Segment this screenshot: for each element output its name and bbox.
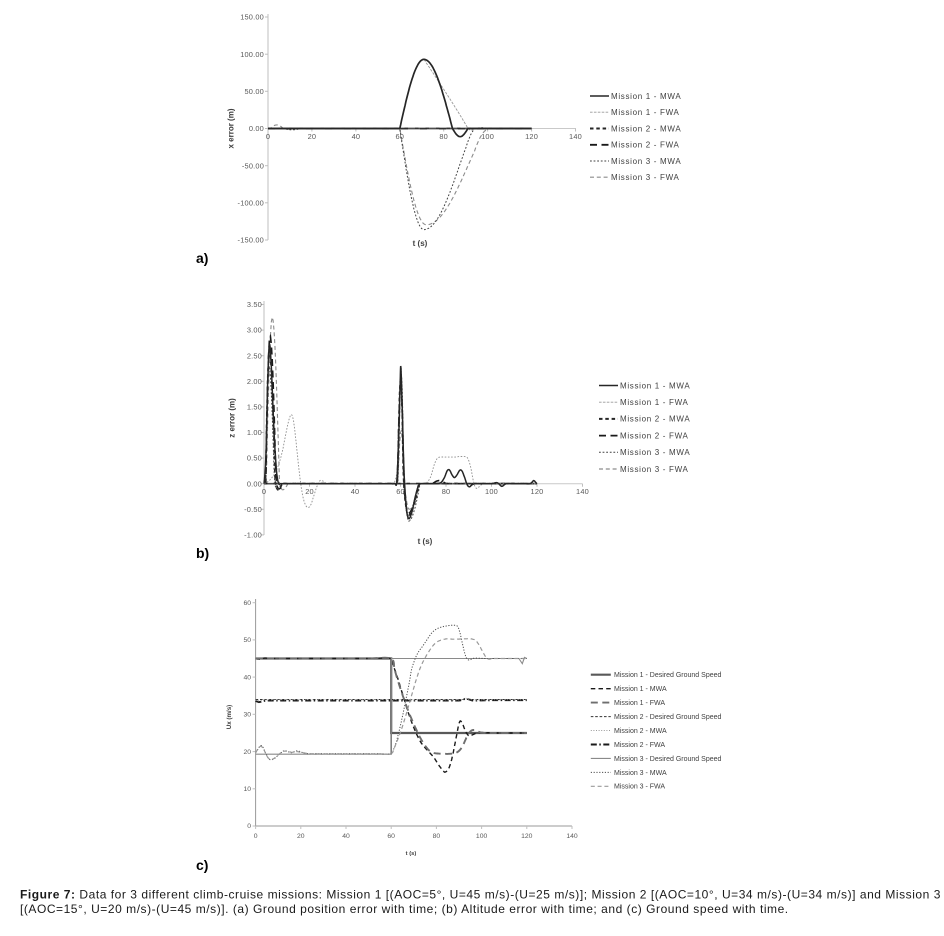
svg-text:140: 140 [566,833,578,840]
svg-text:Mission 1 - FWA: Mission 1 - FWA [614,700,665,707]
svg-text:40: 40 [243,674,251,681]
svg-text:3.50: 3.50 [247,300,262,309]
svg-text:t (s): t (s) [413,239,428,248]
svg-text:-1.00: -1.00 [244,531,262,540]
svg-text:80: 80 [439,132,448,141]
svg-text:0.50: 0.50 [247,454,262,463]
svg-text:0: 0 [254,833,258,840]
svg-text:2.00: 2.00 [247,377,262,386]
svg-text:60: 60 [387,833,395,840]
svg-text:Mission 1 - Desired Ground Spe: Mission 1 - Desired Ground Speed [614,672,721,679]
svg-text:[(AOC=15°, U=20 m/s)-(U=45 m/s: [(AOC=15°, U=20 m/s)-(U=45 m/s)]. (a) Gr… [20,902,789,916]
svg-text:80: 80 [442,487,451,496]
svg-text:Mission 3 - MWA: Mission 3 - MWA [611,157,681,166]
svg-text:50.00: 50.00 [245,87,265,96]
svg-text:150.00: 150.00 [240,13,264,22]
svg-text:Mission 2 - MWA: Mission 2 - MWA [620,415,690,424]
svg-text:Mission 2 - MWA: Mission 2 - MWA [611,124,681,133]
svg-text:120: 120 [521,833,533,840]
svg-text:Mission 2 - FWA: Mission 2 - FWA [611,141,680,150]
svg-text:0.00: 0.00 [249,124,264,133]
svg-text:60: 60 [395,132,404,141]
svg-text:10: 10 [243,786,251,793]
svg-text:20: 20 [308,132,317,141]
svg-text:1.00: 1.00 [247,428,262,437]
svg-text:2.50: 2.50 [247,351,262,360]
svg-text:140: 140 [569,132,582,141]
svg-text:140: 140 [576,487,589,496]
svg-text:100: 100 [481,132,494,141]
svg-text:40: 40 [352,132,361,141]
svg-text:Ux (m/s): Ux (m/s) [226,705,233,729]
svg-text:80: 80 [433,833,441,840]
svg-text:t (s): t (s) [406,851,417,857]
svg-text:100: 100 [476,833,488,840]
svg-text:50: 50 [243,637,251,644]
svg-text:Mission 2 - FWA: Mission 2 - FWA [614,742,665,749]
svg-text:b): b) [196,545,209,561]
svg-text:Mission 3 - FWA: Mission 3 - FWA [611,173,680,182]
svg-text:30: 30 [243,712,251,719]
svg-text:Mission 1 - MWA: Mission 1 - MWA [614,686,667,693]
svg-text:20: 20 [243,749,251,756]
svg-text:c): c) [196,857,208,873]
svg-text:-150.00: -150.00 [238,236,264,245]
svg-text:x error (m): x error (m) [227,108,236,148]
svg-text:z error (m): z error (m) [228,398,237,438]
svg-text:1.50: 1.50 [247,403,262,412]
svg-text:Mission 3 - Desired Ground Spe: Mission 3 - Desired Ground Speed [614,756,721,763]
svg-text:Mission 1 - MWA: Mission 1 - MWA [620,381,690,390]
svg-text:20: 20 [305,487,314,496]
svg-text:0: 0 [247,823,251,830]
svg-text:120: 120 [531,487,544,496]
svg-text:Mission 3 - FWA: Mission 3 - FWA [620,465,689,474]
svg-text:Figure 7: Data for 3 different: Figure 7: Data for 3 different climb-cru… [20,888,941,902]
svg-text:Mission 1 - FWA: Mission 1 - FWA [620,398,689,407]
svg-text:40: 40 [351,487,360,496]
svg-text:0: 0 [262,487,266,496]
svg-text:Mission 2 - MWA: Mission 2 - MWA [614,728,667,735]
svg-text:0: 0 [266,132,270,141]
svg-text:40: 40 [342,833,350,840]
svg-text:Mission 3 - FWA: Mission 3 - FWA [614,784,665,791]
svg-text:Mission 2 - FWA: Mission 2 - FWA [620,431,689,440]
svg-text:Mission 2 - Desired Ground Spe: Mission 2 - Desired Ground Speed [614,714,721,721]
svg-text:Mission 1 - FWA: Mission 1 - FWA [611,108,680,117]
svg-text:-100.00: -100.00 [238,198,264,207]
svg-text:100.00: 100.00 [240,50,264,59]
svg-text:Mission 1 - MWA: Mission 1 - MWA [611,92,681,101]
svg-text:3.00: 3.00 [247,326,262,335]
svg-text:-50.00: -50.00 [242,161,264,170]
svg-text:-0.50: -0.50 [244,505,262,514]
svg-text:60: 60 [243,600,251,607]
svg-text:100: 100 [485,487,498,496]
svg-text:Mission 3 - MWA: Mission 3 - MWA [620,448,690,457]
svg-text:t (s): t (s) [418,537,433,546]
svg-text:a): a) [196,250,208,266]
svg-text:Mission 3 - MWA: Mission 3 - MWA [614,770,667,777]
svg-text:0.00: 0.00 [247,479,262,488]
svg-text:20: 20 [297,833,305,840]
svg-text:60: 60 [396,487,405,496]
svg-text:120: 120 [525,132,538,141]
